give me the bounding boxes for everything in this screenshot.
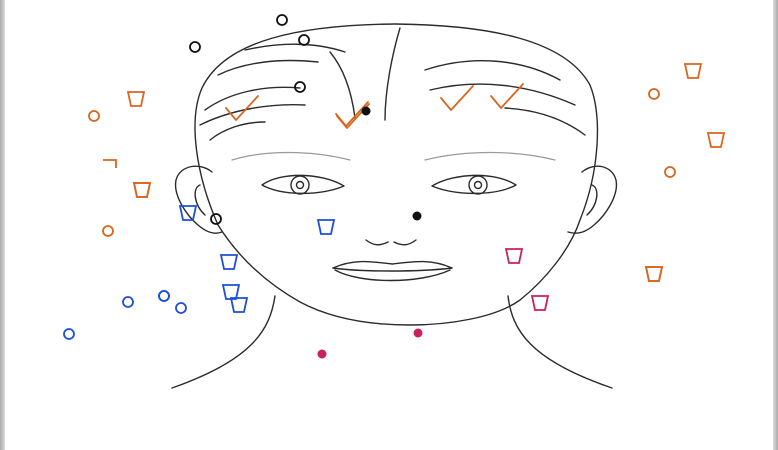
open-circle-mark: [63, 328, 75, 340]
cup-mark: [504, 248, 524, 264]
open-circle-mark: [175, 302, 187, 314]
frame-left-edge: [0, 0, 5, 450]
annotation-marks: [63, 14, 726, 359]
dot-mark: [361, 106, 371, 116]
neck-right: [507, 295, 613, 389]
cup-mark: [530, 295, 550, 311]
hair-line: [329, 51, 356, 119]
head-outline: [194, 23, 599, 326]
open-circle-mark: [664, 166, 676, 178]
right-pupil: [473, 180, 483, 190]
left-ear-inner: [194, 184, 206, 216]
cup-mark: [229, 297, 249, 313]
cup-mark: [683, 63, 703, 79]
open-circle-mark: [210, 213, 222, 225]
check-mark: [225, 95, 259, 121]
open-circle-mark: [276, 14, 288, 26]
neck-left: [171, 295, 276, 389]
open-circle-mark: [122, 296, 134, 308]
open-circle-mark: [88, 110, 100, 122]
cup-mark: [221, 284, 241, 300]
dot-mark: [413, 328, 423, 338]
cup-mark: [132, 182, 152, 198]
lower-lip: [334, 269, 451, 282]
open-circle-mark: [298, 34, 310, 46]
hair-line: [244, 43, 346, 53]
check-mark: [490, 83, 524, 109]
right-ear-inner: [586, 184, 598, 216]
hair-line: [504, 107, 586, 136]
upper-lip: [332, 260, 453, 269]
cup-mark: [126, 91, 146, 107]
cup-mark: [706, 132, 726, 148]
left-ear: [174, 165, 223, 234]
open-circle-mark: [648, 88, 660, 100]
nose: [365, 239, 417, 246]
left-iris: [290, 175, 310, 195]
right-iris: [468, 175, 488, 195]
lip-line: [332, 267, 453, 272]
face-outline: [171, 23, 618, 389]
check-mark: [440, 85, 474, 111]
hair-line: [384, 27, 401, 121]
left-pupil: [295, 180, 305, 190]
left-eyebrow: [231, 151, 351, 161]
right-eyebrow: [424, 151, 556, 161]
cup-mark: [219, 254, 239, 270]
bracket-mark: [103, 159, 117, 168]
dot-mark: [412, 211, 422, 221]
hair-line: [204, 86, 301, 111]
dot-mark: [317, 349, 327, 359]
hair-line: [424, 59, 561, 81]
open-circle-mark: [158, 290, 170, 302]
left-eye: [261, 174, 345, 195]
frame-right-edge: [773, 0, 778, 450]
hair-line: [199, 103, 306, 126]
right-ear: [567, 165, 618, 234]
open-circle-mark: [102, 225, 114, 237]
right-eye: [431, 174, 517, 195]
cup-mark: [316, 219, 336, 235]
hair-line: [429, 83, 576, 106]
hair-line: [209, 121, 266, 141]
open-circle-mark: [294, 81, 306, 93]
open-circle-mark: [189, 41, 201, 53]
hair-line: [217, 59, 319, 76]
cup-mark: [178, 205, 198, 221]
cup-mark: [644, 266, 664, 282]
